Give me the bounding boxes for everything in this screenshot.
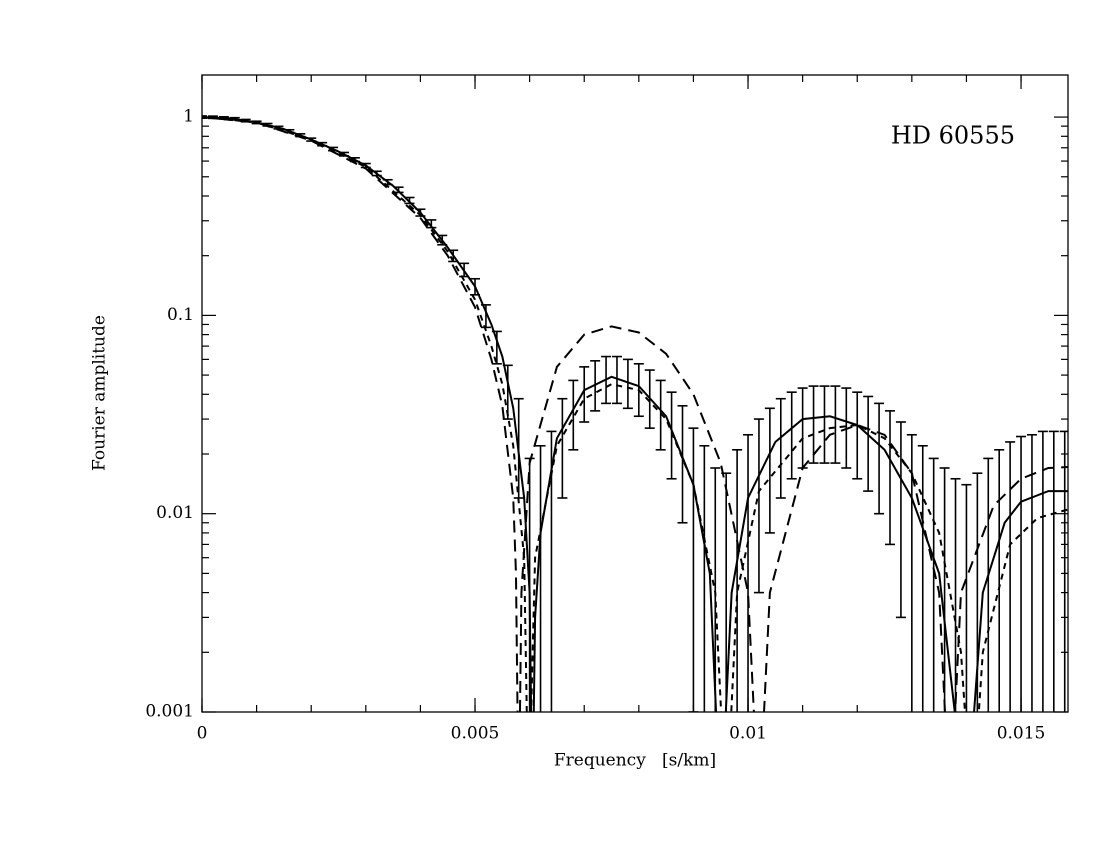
y-tick-label: 0.01 [156,503,194,523]
x-axis-title: Frequency [s/km] [554,751,716,771]
ticks: 0 0.005 0.01 0.015 0.001 0.01 0.1 1 [145,75,1068,744]
star-label: HD 60555 [891,122,1015,150]
model-curve [202,116,1068,712]
model-curve [202,116,1068,712]
model-curve [202,116,1068,712]
y-tick-label: 0.001 [145,702,194,722]
x-tick-label: 0.01 [729,724,767,744]
y-axis-title: Fourier amplitude [90,315,110,471]
plot-marks [202,115,1068,712]
x-tick-label: 0 [197,724,208,744]
x-tick-label: 0.005 [451,724,500,744]
x-tick-label: 0.015 [997,724,1046,744]
plot-frame [201,74,1069,713]
y-tick-label: 0.1 [167,305,194,325]
y-tick-label: 1 [183,107,194,127]
